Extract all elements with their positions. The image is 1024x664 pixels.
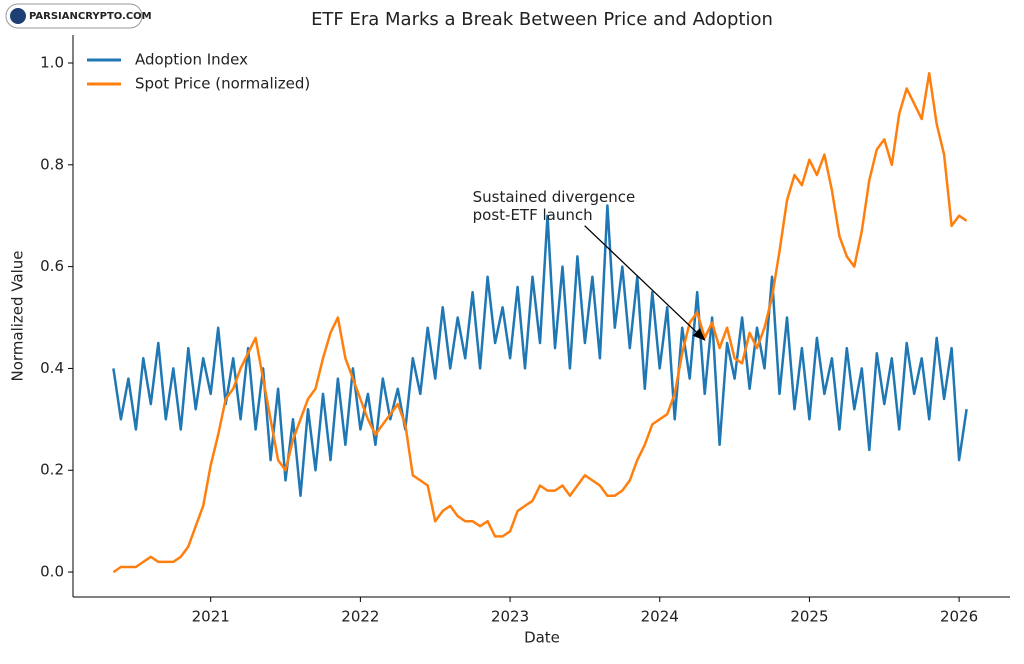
legend-label: Spot Price (normalized) <box>135 75 310 93</box>
x-tick-label: 2023 <box>491 608 529 626</box>
x-axis-label: Date <box>524 629 560 647</box>
y-tick-label: 1.0 <box>40 53 64 71</box>
legend-label: Adoption Index <box>135 51 248 69</box>
watermark: PARSIANCRYPTO.COM <box>5 3 152 29</box>
x-tick-label: 2021 <box>192 608 230 626</box>
y-axis-label: Normalized Value <box>9 250 27 381</box>
y-tick-label: 0.0 <box>40 563 64 581</box>
annotation-text: post-ETF launch <box>473 206 593 224</box>
annotation-arrow <box>584 225 706 341</box>
series-line <box>112 204 968 497</box>
x-tick-label: 2026 <box>940 608 978 626</box>
y-tick-label: 0.2 <box>40 461 64 479</box>
y-tick-label: 0.4 <box>40 359 64 377</box>
watermark-text: PARSIANCRYPTO.COM <box>29 11 152 22</box>
x-tick-label: 2025 <box>790 608 828 626</box>
y-tick-label: 0.8 <box>40 155 64 173</box>
x-tick-label: 2022 <box>341 608 379 626</box>
chart-title: ETF Era Marks a Break Between Price and … <box>311 9 773 30</box>
x-tick-label: 2024 <box>641 608 679 626</box>
annotation-text: Sustained divergence <box>473 188 636 206</box>
series-line <box>112 71 968 574</box>
watermark-badge <box>5 3 143 29</box>
y-tick-label: 0.6 <box>40 257 64 275</box>
watermark-icon <box>10 8 26 24</box>
